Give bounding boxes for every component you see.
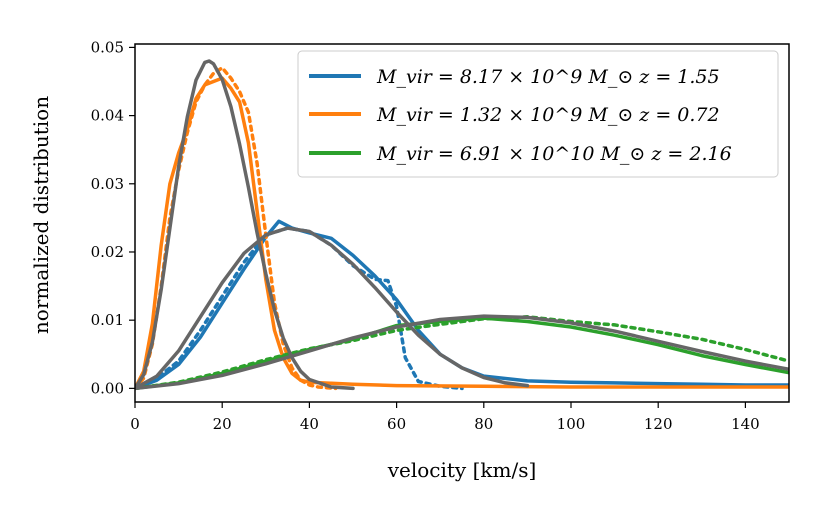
x-tick-label: 20 xyxy=(213,415,232,433)
plot-lines xyxy=(135,59,789,391)
legend-entry-3: M_vir = 6.91 × 10^10 M_⊙ z = 2.16 xyxy=(309,143,732,165)
legend: M_vir = 8.17 × 10^9 M_⊙ z = 1.55 M_vir =… xyxy=(297,50,779,178)
series-line-2 xyxy=(135,226,464,391)
x-tick-label: 80 xyxy=(474,415,493,433)
x-tick-label: 100 xyxy=(557,415,586,433)
x-axis-label: velocity [km/s] xyxy=(387,458,537,482)
y-tick-label: 0.00 xyxy=(91,379,124,397)
x-tick-label: 40 xyxy=(300,415,319,433)
legend-label-3: M_vir = 6.91 × 10^10 M_⊙ z = 2.16 xyxy=(376,143,732,165)
legend-entry-1: M_vir = 8.17 × 10^9 M_⊙ z = 1.55 xyxy=(309,66,720,88)
x-tick-label: 60 xyxy=(387,415,406,433)
legend-label-2: M_vir = 1.32 × 10^9 M_⊙ z = 0.72 xyxy=(376,104,720,126)
plot-frame xyxy=(134,43,790,403)
series-line-7 xyxy=(135,59,355,391)
y-tick-label: 0.03 xyxy=(91,175,124,193)
series-line-3 xyxy=(135,76,789,391)
series-line-1 xyxy=(135,219,789,391)
x-tick-label: 0 xyxy=(130,415,140,433)
x-tick-label: 120 xyxy=(644,415,673,433)
series-line-8 xyxy=(135,226,530,391)
y-axis-label: normalized distribution xyxy=(29,96,53,334)
series-line-9 xyxy=(135,314,789,391)
legend-entry-2: M_vir = 1.32 × 10^9 M_⊙ z = 0.72 xyxy=(309,104,720,126)
y-tick-label: 0.01 xyxy=(91,311,124,329)
series-line-6 xyxy=(135,315,789,391)
y-tick-label: 0.04 xyxy=(91,107,124,125)
x-axis: 0 20 40 60 80 100 120 140 xyxy=(130,402,760,433)
legend-box xyxy=(297,50,779,178)
y-axis: 0.00 0.01 0.02 0.03 0.04 0.05 xyxy=(91,38,135,397)
y-tick-label: 0.02 xyxy=(91,243,124,261)
y-tick-label: 0.05 xyxy=(91,38,124,56)
series-line-5 xyxy=(135,316,789,391)
legend-label-1: M_vir = 8.17 × 10^9 M_⊙ z = 1.55 xyxy=(376,66,720,88)
x-tick-label: 140 xyxy=(731,415,760,433)
